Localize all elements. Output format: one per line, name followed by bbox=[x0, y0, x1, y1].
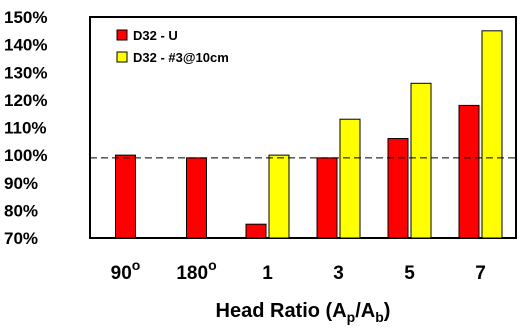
y-tick-label: 140% bbox=[4, 36, 47, 55]
bar-d32-u-4 bbox=[387, 138, 409, 239]
bar-d32-3-10cm-4 bbox=[410, 82, 432, 239]
bar-d32-3-10cm-3 bbox=[339, 118, 361, 239]
bar-d32-3-10cm-5 bbox=[481, 30, 503, 239]
x-tick-label: 1 bbox=[262, 263, 273, 284]
x-tick-label: 7 bbox=[475, 263, 486, 284]
y-tick-label: 80% bbox=[4, 201, 38, 220]
legend-swatch bbox=[116, 51, 128, 63]
plot-area bbox=[89, 16, 517, 239]
y-tick-label: 120% bbox=[4, 91, 47, 110]
legend: D32 - U D32 - #3@10cm bbox=[116, 28, 229, 65]
y-tick-label: 70% bbox=[4, 229, 38, 248]
legend-swatch bbox=[116, 29, 128, 41]
x-tick-label: 90o bbox=[111, 257, 141, 284]
y-tick-label: 100% bbox=[4, 146, 47, 165]
x-tick-label: 180o bbox=[176, 257, 216, 284]
bar-d32-3-10cm-2 bbox=[268, 154, 290, 239]
legend-label: D32 - U bbox=[133, 28, 178, 43]
y-tick-label: 150% bbox=[4, 8, 47, 27]
y-axis: 150% 140% 130% 120% 110% 100% 90% 80% 70% bbox=[4, 8, 47, 248]
bar-d32-u-1 bbox=[186, 157, 207, 239]
bars bbox=[115, 30, 503, 239]
y-tick-label: 130% bbox=[4, 63, 47, 82]
bar-d32-u-2 bbox=[245, 223, 267, 239]
x-tick-label: 3 bbox=[333, 263, 344, 284]
y-tick-label: 90% bbox=[4, 174, 38, 193]
x-axis-label: Head Ratio (Ap/Ab) bbox=[216, 300, 391, 325]
x-tick-label: 5 bbox=[404, 263, 415, 284]
bar-d32-u-3 bbox=[316, 157, 338, 239]
bar-d32-u-5 bbox=[458, 104, 480, 239]
legend-label: D32 - #3@10cm bbox=[133, 50, 229, 65]
x-axis: 90o 180o 1 3 5 7 bbox=[111, 257, 486, 284]
y-tick-label: 110% bbox=[4, 119, 47, 138]
bar-d32-u-0 bbox=[115, 154, 136, 239]
